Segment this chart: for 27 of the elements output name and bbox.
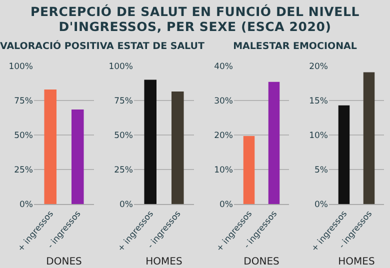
y-tick-label: 30% — [214, 96, 233, 106]
text: PERCEPCIÓ DE SALUT EN FUNCIÓ DEL NIVELL D'INGRESSOS, PER SEXE (ESCA 2020) — [30, 4, 360, 34]
y-tick-label: 0% — [120, 200, 133, 210]
x-axis-title: HOMES — [146, 256, 182, 268]
y-tick-label: 25% — [114, 165, 133, 176]
y-tick-label: 15% — [309, 96, 328, 106]
y-tick-label: 75% — [14, 96, 33, 106]
y-tick-label: 20% — [214, 130, 233, 141]
y-tick-label: 0% — [20, 200, 33, 210]
y-tick-label: 0% — [220, 200, 233, 210]
y-tick-label: 0% — [314, 200, 328, 210]
chart-subtitle: VALORACIÓ POSITIVA ESTAT DE SALUT — [0, 41, 204, 52]
y-tick-label: 75% — [114, 96, 133, 106]
y-tick-label: 50% — [14, 130, 33, 141]
y-tick-label: 25% — [14, 165, 33, 176]
y-tick-label: 50% — [114, 130, 133, 141]
y-tick-label: 10% — [309, 130, 328, 141]
y-tick-label: 100% — [108, 62, 133, 72]
y-tick-label: 5% — [314, 165, 328, 176]
y-tick-label: 100% — [8, 62, 33, 72]
chart-subtitle: MALESTAR EMOCIONAL — [233, 41, 357, 52]
x-axis-title: DONES — [46, 256, 82, 268]
y-tick-label: 20% — [309, 62, 328, 72]
y-tick-label: 10% — [214, 165, 233, 176]
x-axis-title: DONES — [244, 256, 280, 268]
x-axis-title: HOMES — [338, 256, 375, 268]
y-tick-label: 40% — [214, 62, 233, 72]
